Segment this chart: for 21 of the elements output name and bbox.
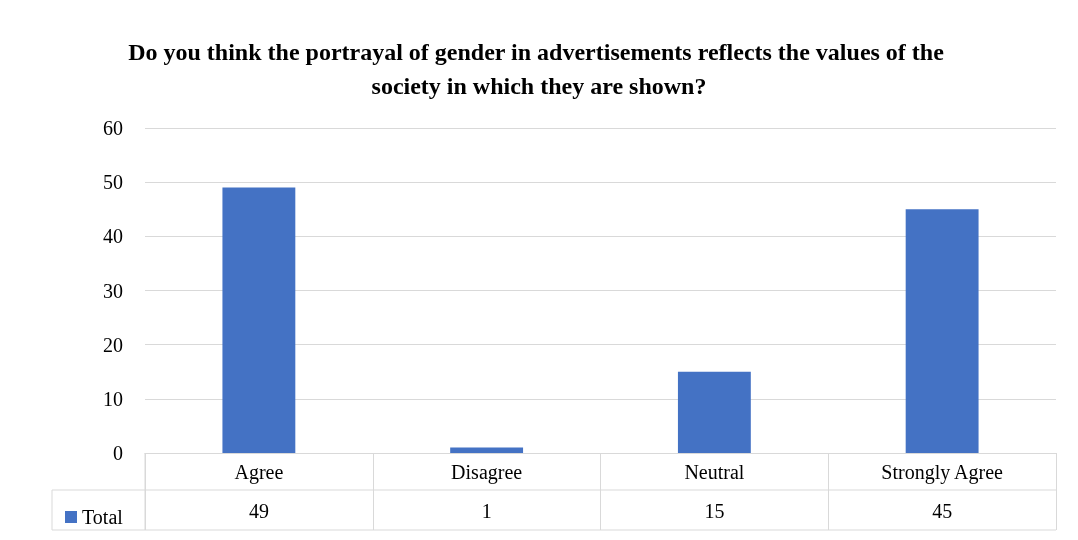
data-label: 15 bbox=[704, 500, 725, 522]
y-tick-label: 50 bbox=[103, 171, 123, 194]
y-tick-label: 0 bbox=[113, 442, 123, 464]
x-tick-label: Neutral bbox=[684, 461, 745, 483]
data-label: 1 bbox=[481, 500, 492, 522]
x-tick-label: Disagree bbox=[451, 461, 523, 484]
data-label: 45 bbox=[932, 500, 953, 522]
bar bbox=[222, 187, 296, 453]
legend-label: Total bbox=[82, 506, 124, 528]
bar bbox=[450, 447, 524, 453]
y-tick-label: 20 bbox=[103, 333, 123, 356]
y-tick-label: 10 bbox=[103, 387, 123, 410]
bar bbox=[677, 371, 751, 453]
bar bbox=[905, 209, 979, 453]
x-tick-label: Agree bbox=[234, 461, 284, 484]
y-tick-label: 40 bbox=[103, 225, 123, 248]
y-tick-label: 30 bbox=[103, 279, 123, 302]
y-tick-label: 60 bbox=[103, 117, 123, 139]
data-label: 49 bbox=[248, 500, 269, 522]
x-tick-label: Strongly Agree bbox=[881, 461, 1004, 484]
chart-title: Do you think the portrayal of gender in advertisements reflects the values of the society in which they are shown? bbox=[128, 39, 950, 99]
